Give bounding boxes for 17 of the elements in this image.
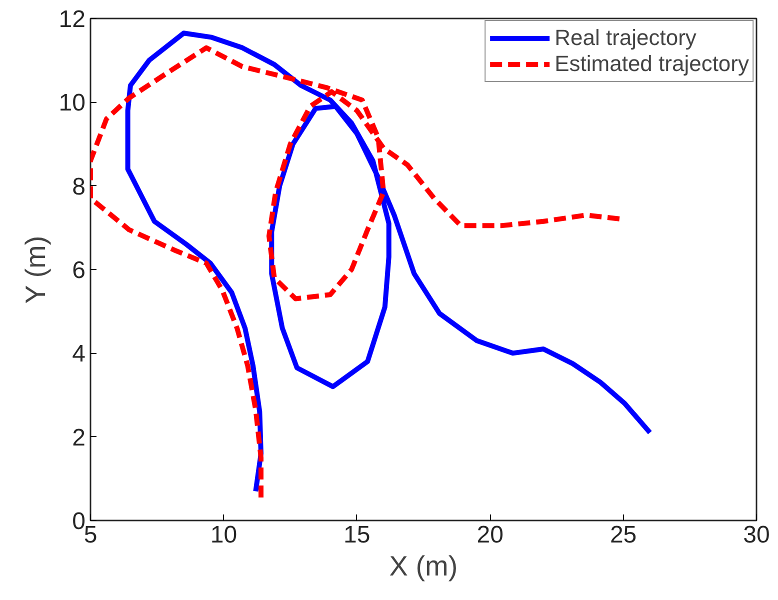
x-axis-title: X (m) [389,550,458,582]
x-tick-label: 10 [210,522,238,548]
y-tick-label: 12 [58,6,86,33]
y-tick-label: 6 [72,257,86,284]
y-axis-title: Y (m) [20,236,51,304]
legend-label: Real trajectory [554,25,696,51]
y-tick-label: 10 [58,90,86,117]
x-tick-label: 15 [344,522,370,548]
x-tick-label: 20 [476,522,504,548]
x-tick-label: 30 [743,522,770,548]
y-tick-label: 8 [72,173,86,200]
y-tick-label: 4 [72,340,86,368]
y-tick-label: 0 [72,508,86,535]
y-tick-label: 2 [72,424,86,452]
x-tick-label: 25 [610,522,637,548]
x-tick-label: 5 [84,522,98,548]
legend-label: Estimated trajectory [554,51,749,77]
